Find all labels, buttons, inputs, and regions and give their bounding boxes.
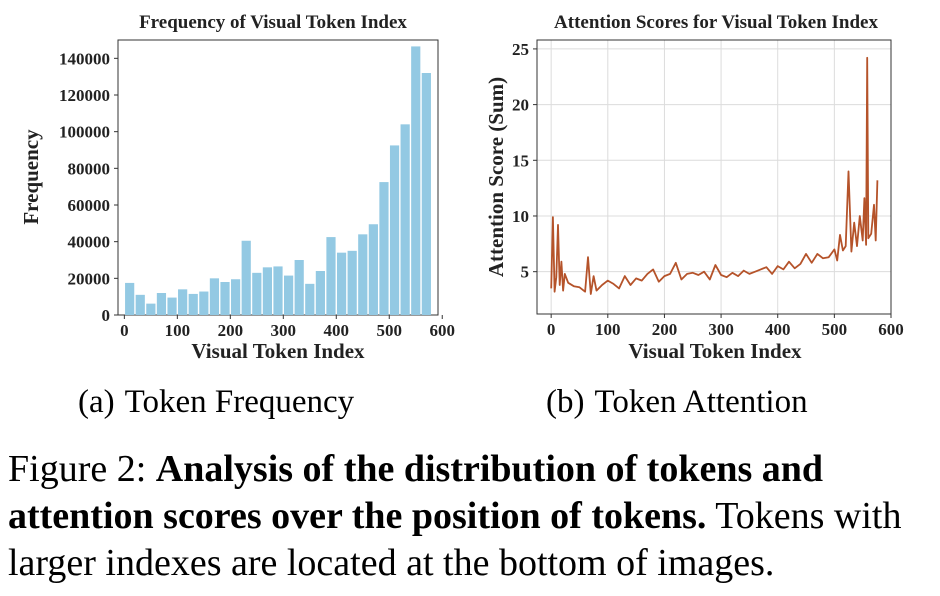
y-tick-label: 140000 — [59, 49, 110, 68]
chart-a-x-ticks: 0 100 200 300 400 500 600 — [120, 315, 455, 340]
bar — [156, 293, 167, 315]
chart-a-ylabel: Frequency — [19, 129, 43, 225]
x-tick-label: 500 — [377, 321, 403, 340]
y-tick-label: 60000 — [68, 196, 111, 215]
y-tick-label: 40000 — [68, 233, 111, 252]
bar — [262, 267, 273, 315]
chart-b-x-ticks: 0 100 200 300 400 500 600 — [547, 314, 904, 339]
figure-caption-rest: Tokens with larger indexes are located a… — [8, 495, 902, 584]
y-tick-label: 20000 — [68, 269, 111, 288]
bar — [389, 145, 400, 315]
bar — [125, 282, 135, 315]
chart-b-series-line — [550, 56, 879, 295]
bar — [326, 237, 336, 315]
x-tick-label: 500 — [822, 320, 848, 339]
chart-b-plot-frame — [536, 39, 892, 315]
x-tick-label: 300 — [271, 321, 297, 340]
chart-b-xlabel: Visual Token Index — [628, 339, 802, 363]
x-tick-label: 200 — [218, 321, 244, 340]
bar — [411, 46, 421, 316]
bar — [252, 272, 262, 315]
chart-a-xlabel: Visual Token Index — [191, 339, 365, 363]
figure-caption: Figure 2: Analysis of the distribution o… — [8, 446, 934, 587]
x-tick-label: 300 — [708, 320, 734, 339]
bar — [273, 266, 283, 315]
bar — [209, 278, 220, 315]
y-tick-label: 0 — [102, 306, 111, 325]
bar — [241, 240, 251, 315]
x-tick-label: 100 — [595, 320, 621, 339]
subcaption-a: (a) Token Frequency — [78, 384, 354, 421]
bar — [167, 297, 177, 315]
bar — [336, 252, 347, 315]
bar — [347, 250, 357, 315]
subcaption-b-text: Token Attention — [594, 384, 808, 420]
chart-b-title: Attention Scores for Visual Token Index — [554, 12, 878, 33]
attention-chart: Attention Scores for Visual Token Index … — [484, 12, 904, 363]
bar — [283, 275, 294, 315]
figure-panels: Frequency of Visual Token Index 0 100 200 3… — [19, 12, 904, 363]
chart-b-ylabel: Attention Score (Sum) — [484, 77, 508, 277]
chart-b-grid — [537, 40, 892, 314]
frequency-chart: Frequency of Visual Token Index 0 100 200 3… — [19, 12, 455, 363]
x-tick-label: 600 — [429, 321, 455, 340]
x-tick-label: 400 — [765, 320, 791, 339]
bar — [231, 279, 241, 315]
y-tick-label: 15 — [512, 151, 529, 170]
bar — [220, 282, 230, 315]
subcaption-a-text: Token Frequency — [124, 384, 355, 420]
bar — [199, 291, 209, 315]
chart-b-y-ticks: 5 10 15 20 25 — [512, 40, 537, 282]
y-tick-label: 5 — [521, 263, 530, 282]
bar — [305, 283, 315, 315]
figure-caption-bold: Analysis of the distribution of tokens a… — [8, 448, 824, 537]
subcaption-b-label: (b) — [546, 384, 585, 420]
y-tick-label: 80000 — [68, 159, 111, 178]
bar — [368, 224, 378, 315]
bar — [421, 73, 431, 315]
bar — [379, 182, 389, 315]
y-tick-label: 10 — [512, 207, 529, 226]
x-tick-label: 200 — [652, 320, 678, 339]
y-tick-label: 20 — [512, 96, 529, 115]
subcaption-b: (b) Token Attention — [546, 384, 808, 421]
chart-a-bars — [125, 46, 431, 316]
bar — [135, 294, 145, 315]
x-tick-label: 600 — [878, 320, 904, 339]
bar — [188, 293, 198, 315]
chart-a-title: Frequency of Visual Token Index — [139, 12, 407, 33]
subcaption-a-label: (a) — [78, 384, 115, 420]
figure-caption-prefix: Figure 2: — [8, 448, 156, 490]
bar — [400, 124, 410, 315]
y-tick-label: 25 — [512, 40, 529, 59]
bar — [358, 234, 368, 315]
bar — [315, 271, 325, 315]
x-tick-label: 0 — [547, 320, 556, 339]
bar — [294, 260, 304, 315]
y-tick-label: 100000 — [59, 123, 110, 142]
y-tick-label: 120000 — [59, 86, 110, 105]
chart-a-y-ticks: 0 20000 40000 60000 80000 100000 120000 140000 — [59, 49, 118, 325]
x-tick-label: 100 — [165, 321, 191, 340]
bar — [178, 289, 188, 315]
bar — [146, 303, 156, 315]
x-tick-label: 0 — [120, 321, 129, 340]
x-tick-label: 400 — [324, 321, 350, 340]
